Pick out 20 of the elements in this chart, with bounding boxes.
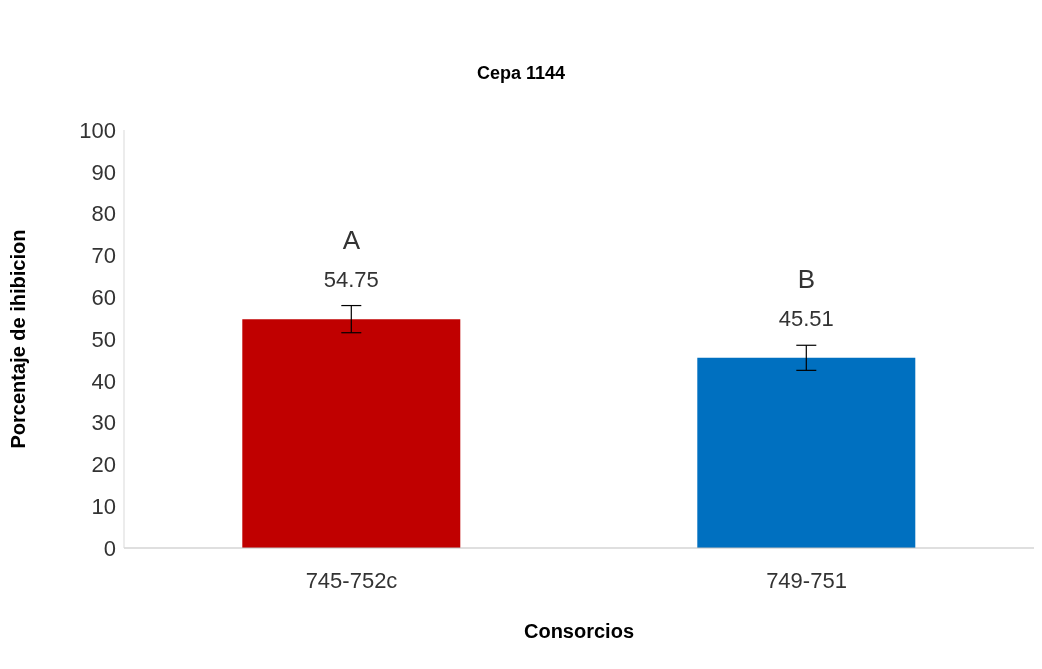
x-tick-label: 749-751 xyxy=(766,567,847,593)
annotation: A xyxy=(342,225,361,256)
y-tick-label: 0 xyxy=(103,535,116,561)
data-label: 54.75 xyxy=(323,267,379,293)
annotation: B xyxy=(797,263,815,294)
y-tick-label: 90 xyxy=(91,159,116,185)
data-label: 45.51 xyxy=(778,305,834,331)
y-tick-label: 10 xyxy=(91,494,116,520)
y-tick-label: 60 xyxy=(91,285,116,311)
chart-title: Cepa 1144 xyxy=(475,63,567,84)
y-tick-label: 50 xyxy=(91,326,116,352)
y-tick-label: 30 xyxy=(91,410,116,436)
y-tick-label: 80 xyxy=(91,201,116,227)
y-axis-title: Porcentaje de ihibicion xyxy=(7,229,30,449)
y-tick-label: 40 xyxy=(91,368,116,394)
y-tick-label: 70 xyxy=(91,243,116,269)
x-axis-title: Consorcios xyxy=(523,620,635,642)
x-tick-label: 745-752c xyxy=(305,567,398,593)
y-tick-label: 100 xyxy=(79,117,116,143)
y-tick-label: 20 xyxy=(91,452,116,478)
